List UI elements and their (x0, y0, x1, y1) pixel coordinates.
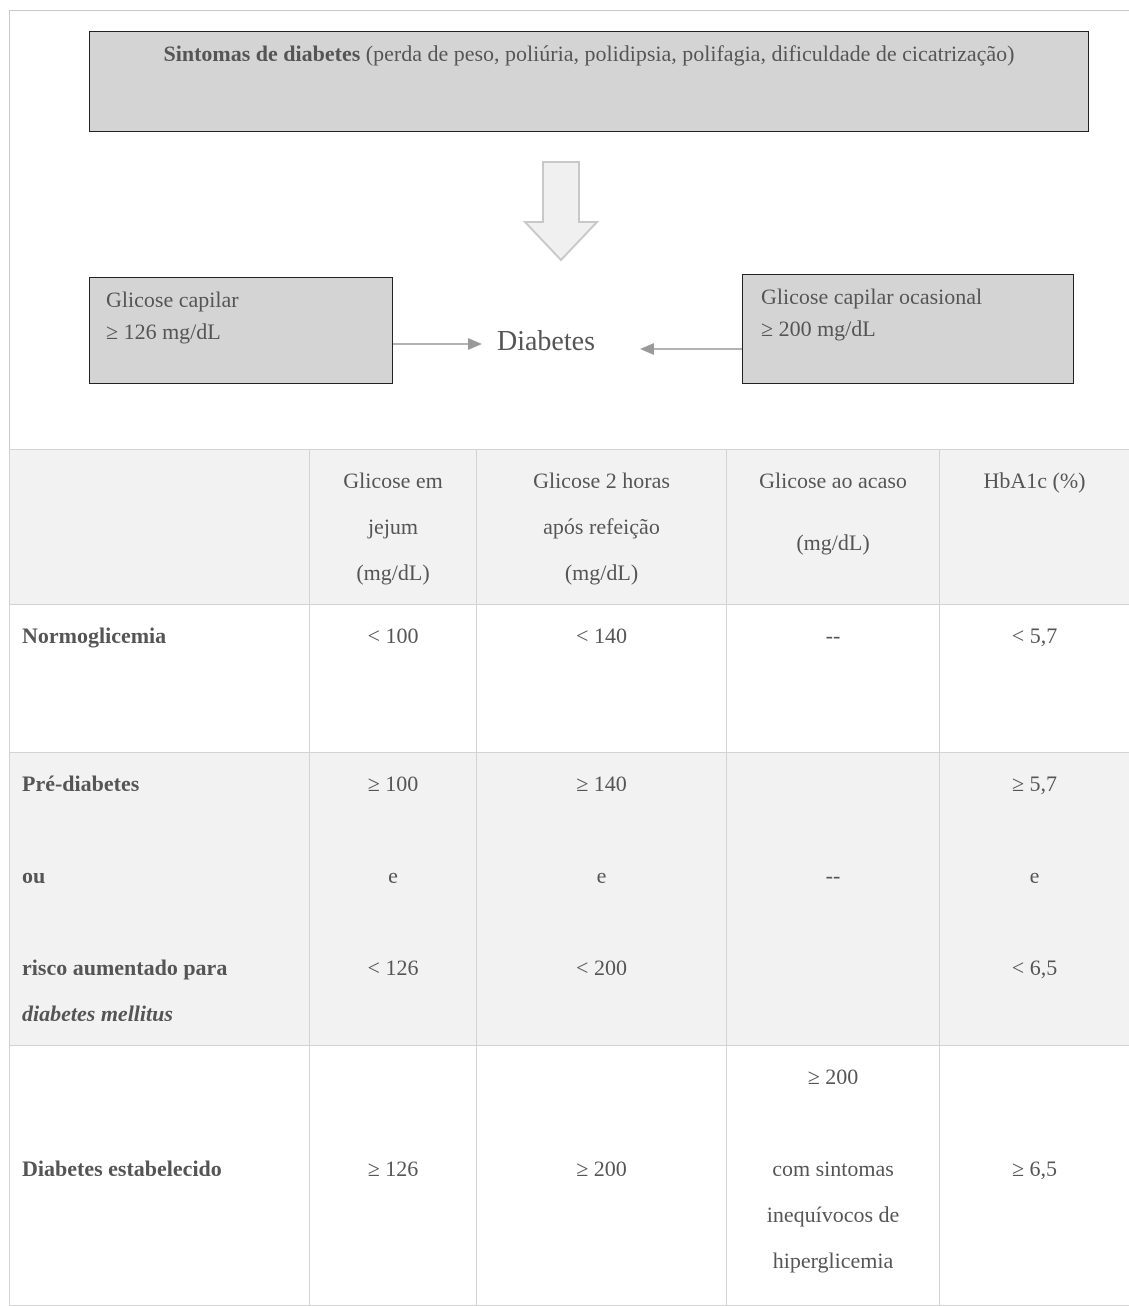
cell-line: hiperglicemia (739, 1238, 927, 1284)
label-line-italic: diabetes mellitus (22, 991, 297, 1037)
header-hba1c: HbA1c (%) (940, 450, 1129, 605)
header-text: (mg/dL) (489, 550, 714, 596)
cell-line: ≥ 126 (322, 1146, 464, 1192)
cell-line: < 200 (489, 945, 714, 991)
cell-line: -- (739, 853, 927, 899)
occasional-glucose-value: ≥ 200 mg/dL (761, 313, 1055, 345)
cell-hba1c: ≥ 5,7 e < 6,5 (940, 753, 1129, 1046)
cell-fasting: ≥ 100 e < 126 (310, 753, 477, 1046)
cell-fasting: < 100 (310, 605, 477, 753)
cell-random: -- (727, 605, 940, 753)
cell-postprandial: ≥ 140 e < 200 (477, 753, 727, 1046)
row-label-prediabetes: Pré-diabetes ou risco aumentado para dia… (10, 753, 310, 1046)
cell-line: ≥ 5,7 (952, 761, 1117, 807)
cell-random: ≥ 200 com sintomas inequívocos de hiperg… (727, 1046, 940, 1306)
header-text: Glicose 2 horas (489, 458, 714, 504)
cell-line: ≥ 100 (322, 761, 464, 807)
capillary-glucose-value: ≥ 126 mg/dL (106, 316, 376, 348)
table-row: Normoglicemia < 100 < 140 -- < 5,7 (10, 605, 1129, 753)
right-connector-arrowhead (640, 343, 654, 355)
table-header-row: Glicose em jejum (mg/dL) Glicose 2 horas… (10, 450, 1129, 605)
cell-postprandial: ≥ 200 (477, 1046, 727, 1306)
capillary-glucose-label: Glicose capilar (106, 284, 376, 316)
header-empty (10, 450, 310, 605)
capillary-glucose-box: Glicose capilar ≥ 126 mg/dL (89, 277, 393, 384)
down-arrow-icon (525, 162, 597, 260)
left-connector-arrowhead (468, 338, 482, 350)
cell-hba1c: ≥ 6,5 (940, 1046, 1129, 1306)
table-row: Pré-diabetes ou risco aumentado para dia… (10, 753, 1129, 1046)
header-random-glucose: Glicose ao acaso (mg/dL) (727, 450, 940, 605)
label-line: Diabetes estabelecido (22, 1146, 297, 1192)
cell-line: com sintomas (739, 1146, 927, 1192)
cell-postprandial: < 140 (477, 605, 727, 753)
occasional-glucose-box: Glicose capilar ocasional ≥ 200 mg/dL (742, 274, 1074, 384)
cell-line: e (952, 853, 1117, 899)
row-label-established-diabetes: Diabetes estabelecido (10, 1046, 310, 1306)
cell-line: < 6,5 (952, 945, 1117, 991)
cell-random: -- (727, 753, 940, 1046)
header-fasting-glucose: Glicose em jejum (mg/dL) (310, 450, 477, 605)
label-line: Pré-diabetes (22, 761, 297, 807)
header-text: após refeição (489, 504, 714, 550)
cell-line: ≥ 200 (739, 1054, 927, 1100)
header-text: Glicose em (322, 458, 464, 504)
header-text: (mg/dL) (322, 550, 464, 596)
cell-line: ≥ 200 (489, 1146, 714, 1192)
table-row: Diabetes estabelecido ≥ 126 ≥ 200 ≥ 200 … (10, 1046, 1129, 1306)
header-text: (mg/dL) (739, 520, 927, 566)
header-text: jejum (322, 504, 464, 550)
label-line: ou (22, 853, 297, 899)
cell-hba1c: < 5,7 (940, 605, 1129, 753)
header-text: Glicose ao acaso (739, 458, 927, 504)
cell-line: inequívocos de (739, 1192, 927, 1238)
cell-line: ≥ 140 (489, 761, 714, 807)
cell-line: < 126 (322, 945, 464, 991)
row-label-normoglycemia: Normoglicemia (10, 605, 310, 753)
occasional-glucose-label: Glicose capilar ocasional (761, 281, 1055, 313)
cell-line: e (489, 853, 714, 899)
cell-line: ≥ 6,5 (952, 1146, 1117, 1192)
header-postprandial-glucose: Glicose 2 horas após refeição (mg/dL) (477, 450, 727, 605)
cell-fasting: ≥ 126 (310, 1046, 477, 1306)
diabetes-center-label: Diabetes (497, 322, 595, 362)
cell-line: e (322, 853, 464, 899)
diagnostic-criteria-table: Glicose em jejum (mg/dL) Glicose 2 horas… (9, 449, 1129, 1306)
label-line: risco aumentado para (22, 945, 297, 991)
